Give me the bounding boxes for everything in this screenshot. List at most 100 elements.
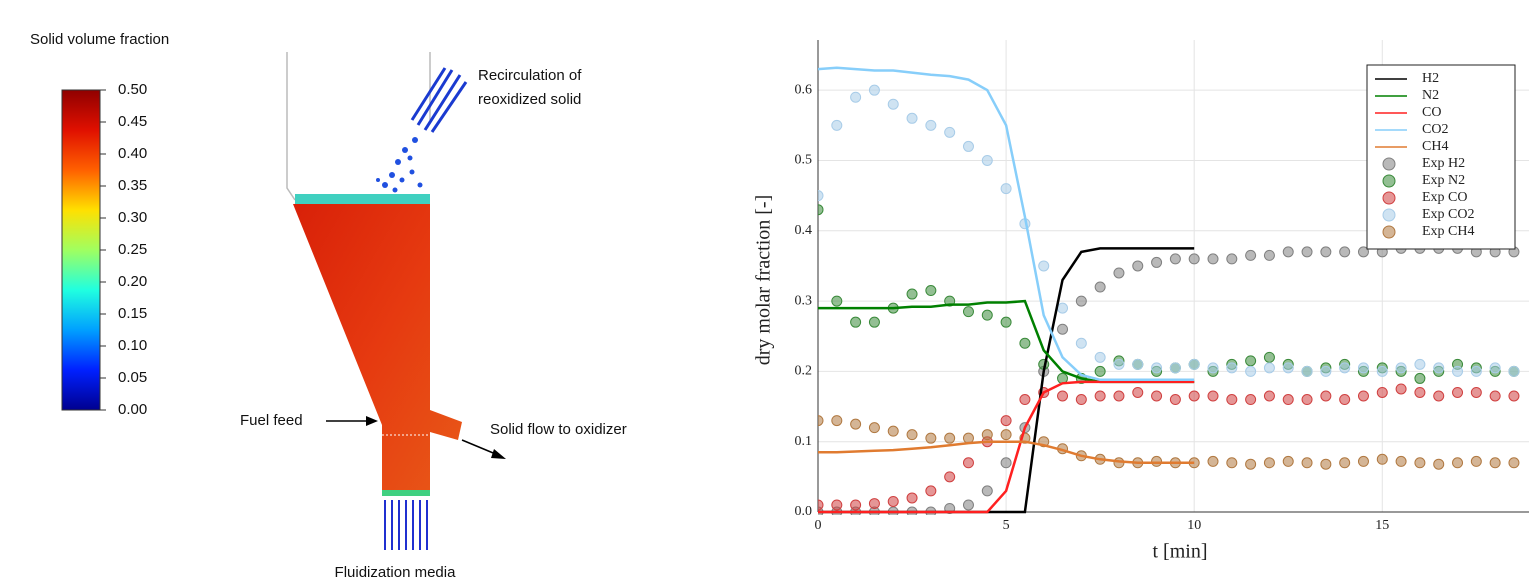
colorbar-title: Solid volume fraction — [30, 31, 169, 48]
data-point — [907, 493, 917, 503]
data-point — [1114, 268, 1124, 278]
bed-bottom — [382, 490, 430, 496]
data-point — [1246, 366, 1256, 376]
data-point — [1490, 391, 1500, 401]
data-point — [1076, 338, 1086, 348]
fuel-arrow-head — [366, 416, 378, 426]
data-point — [1302, 366, 1312, 376]
x-tick-label: 5 — [1003, 518, 1010, 533]
data-point — [1283, 395, 1293, 405]
data-point — [888, 496, 898, 506]
data-point — [1227, 363, 1237, 373]
data-point — [1264, 250, 1274, 260]
data-point — [851, 500, 861, 510]
legend-label: N2 — [1422, 88, 1439, 103]
data-point — [1246, 459, 1256, 469]
data-point — [1152, 257, 1162, 267]
data-point — [1283, 247, 1293, 257]
x-tick-label: 0 — [815, 518, 822, 533]
data-point — [1471, 387, 1481, 397]
x-axis-label: t [min] — [1153, 541, 1208, 563]
y-tick-label: 0.0 — [795, 504, 813, 519]
colorbar — [62, 90, 100, 410]
data-point — [813, 500, 823, 510]
y-axis-label: dry molar fraction [-] — [753, 195, 775, 365]
colorbar-tick-label: 0.10 — [118, 337, 147, 354]
colorbar-tick-label: 0.45 — [118, 113, 147, 130]
data-point — [1095, 391, 1105, 401]
data-point — [1039, 261, 1049, 271]
legend-label: Exp CH4 — [1422, 224, 1475, 239]
data-point — [926, 286, 936, 296]
data-point — [1133, 387, 1143, 397]
colorbar-tick-label: 0.15 — [118, 305, 147, 322]
data-point — [1246, 395, 1256, 405]
data-point — [1020, 338, 1030, 348]
data-point — [982, 310, 992, 320]
colorbar-tick-label: 0.30 — [118, 209, 147, 226]
data-point — [1114, 359, 1124, 369]
data-point — [945, 433, 955, 443]
data-point — [869, 317, 879, 327]
data-point — [1434, 363, 1444, 373]
legend-marker — [1383, 192, 1395, 204]
data-point — [1189, 254, 1199, 264]
data-point — [1453, 387, 1463, 397]
legend-marker — [1383, 175, 1395, 187]
data-point — [1170, 395, 1180, 405]
data-point — [1340, 363, 1350, 373]
data-point — [1095, 282, 1105, 292]
data-point — [1396, 384, 1406, 394]
data-point — [1058, 391, 1068, 401]
data-point — [1264, 458, 1274, 468]
data-point — [945, 127, 955, 137]
colorbar-tick-label: 0.20 — [118, 273, 147, 290]
data-point — [1264, 391, 1274, 401]
data-point — [1358, 391, 1368, 401]
data-point — [1509, 391, 1519, 401]
data-point — [1246, 356, 1256, 366]
annotation: Recirculation of — [478, 67, 582, 84]
data-point — [1283, 363, 1293, 373]
legend-label: Exp H2 — [1422, 156, 1465, 171]
data-point — [1001, 458, 1011, 468]
data-point — [1001, 184, 1011, 194]
data-point — [851, 419, 861, 429]
y-tick-label: 0.2 — [795, 364, 813, 379]
data-point — [1377, 366, 1387, 376]
data-point — [1453, 458, 1463, 468]
legend-label: CO2 — [1422, 122, 1448, 137]
data-point — [832, 296, 842, 306]
annotation: Fluidization media — [335, 564, 457, 580]
colorbar-tick-label: 0.40 — [118, 145, 147, 162]
data-point — [813, 205, 823, 215]
data-point — [1321, 391, 1331, 401]
y-tick-label: 0.4 — [795, 223, 813, 238]
figure: Solid volume fraction Recirculation of r… — [0, 0, 1529, 580]
data-point — [1227, 254, 1237, 264]
recirculation-jets — [412, 68, 466, 132]
data-point — [1170, 254, 1180, 264]
data-point — [1471, 366, 1481, 376]
data-point — [1377, 387, 1387, 397]
data-point — [1001, 317, 1011, 327]
data-point — [1058, 303, 1068, 313]
data-point — [851, 317, 861, 327]
data-point — [1264, 352, 1274, 362]
legend-label: Exp N2 — [1422, 173, 1465, 188]
data-point — [1001, 430, 1011, 440]
data-point — [963, 141, 973, 151]
legend-marker — [1383, 209, 1395, 221]
colorbar-tick-label: 0.05 — [118, 369, 147, 386]
data-point — [1208, 391, 1218, 401]
page: Solid volume fraction Recirculation of r… — [0, 0, 1529, 580]
data-point — [1302, 458, 1312, 468]
data-point — [1170, 363, 1180, 373]
data-point — [1340, 395, 1350, 405]
bed-surface — [295, 194, 430, 204]
data-point — [1490, 458, 1500, 468]
data-point — [1434, 391, 1444, 401]
data-point — [832, 500, 842, 510]
y-tick-label: 0.6 — [795, 82, 813, 97]
legend-marker — [1383, 226, 1395, 238]
